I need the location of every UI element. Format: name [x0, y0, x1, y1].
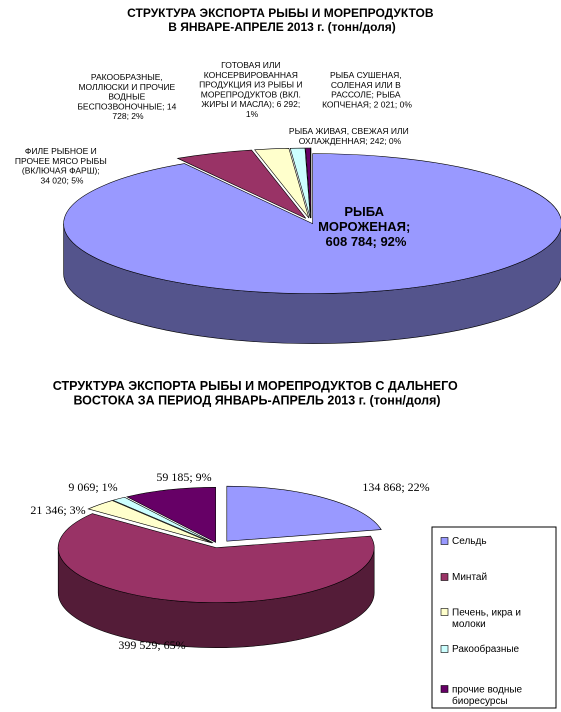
legend-swatch	[440, 645, 449, 653]
data-label: РАКООБРАЗНЫЕ, МОЛЛЮСКИ И ПРОЧИЕ ВОДНЫЕ Б…	[77, 72, 178, 121]
data-label: ГОТОВАЯ ИЛИ КОНСЕРВИРОВАННАЯ ПРОДУКЦИЯ И…	[199, 60, 305, 119]
slice	[57, 513, 375, 604]
slice	[289, 147, 311, 219]
chart-title: СТРУКТУРА ЭКСПОРТА РЫБЫ И МОРЕПРОДУКТОВ …	[127, 6, 437, 34]
slice	[176, 149, 307, 219]
legend-swatch	[440, 685, 449, 693]
legend-label: Минтай	[452, 572, 487, 583]
slice	[87, 500, 213, 544]
chart-title: СТРУКТУРА ЭКСПОРТА РЫБЫ И МОРЕПРОДУКТОВ …	[53, 379, 461, 407]
legend-swatch	[440, 608, 449, 616]
data-label: 59 185; 9%	[156, 470, 211, 484]
slice	[226, 485, 382, 542]
data-label: 134 868; 22%	[362, 480, 429, 494]
legend-swatch	[440, 537, 449, 545]
legend-label: Сельдь	[452, 536, 487, 547]
data-label: ФИЛЕ РЫБНОЕ И ПРОЧЕЕ МЯСО РЫБЫ (ВКЛЮЧАЯ …	[15, 146, 109, 185]
data-label: 399 529; 65%	[118, 638, 185, 652]
data-label: 21 346; 3%	[30, 503, 85, 517]
data-label: РЫБА МОРОЖЕНАЯ; 608 784; 92%	[318, 204, 414, 249]
slice	[310, 147, 312, 219]
slice	[126, 487, 216, 543]
slice	[112, 496, 214, 544]
legend-box	[431, 526, 557, 709]
data-label: 9 069; 1%	[68, 480, 117, 494]
data-label: РЫБА ЖИВАЯ, СВЕЖАЯ ИЛИ ОХЛАЖДЕННАЯ; 242;…	[289, 126, 411, 146]
slice	[254, 148, 310, 219]
legend-label: Печень, икра и молоки	[452, 607, 524, 630]
slice	[63, 153, 561, 294]
data-label: РЫБА СУШЕНАЯ, СОЛЕНАЯ ИЛИ В РАССОЛЕ; РЫБ…	[322, 70, 412, 109]
legend-swatch	[440, 573, 449, 581]
legend-label: прочие водные биоресурсы	[452, 684, 525, 707]
legend-label: Ракообразные	[452, 643, 520, 655]
